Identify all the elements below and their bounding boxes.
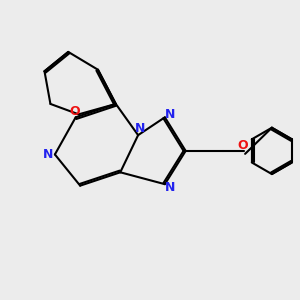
Text: O: O	[238, 139, 248, 152]
Text: N: N	[134, 122, 145, 135]
Text: N: N	[165, 108, 175, 122]
Text: O: O	[70, 106, 80, 118]
Text: N: N	[165, 181, 175, 194]
Text: N: N	[43, 148, 53, 161]
